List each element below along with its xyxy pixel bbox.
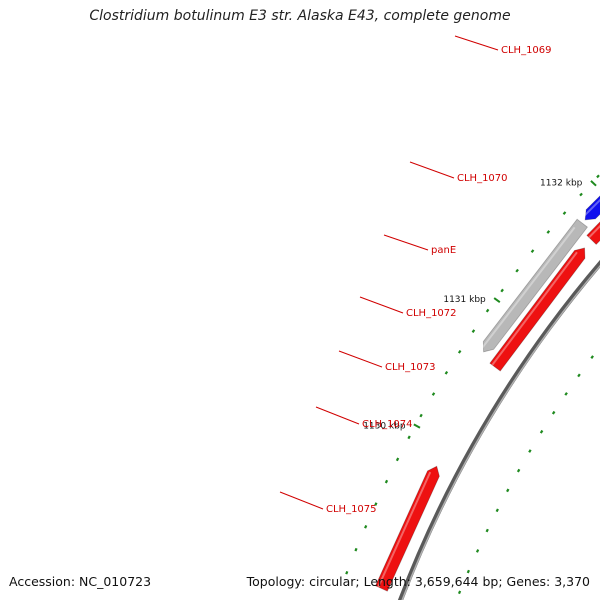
ruler-dot: [500, 288, 504, 293]
ruler-dot: [577, 373, 581, 378]
ruler-dot: [354, 547, 358, 552]
gene-arrow-clh-1070-highlight: [480, 226, 576, 351]
gene-label-leader: [409, 161, 455, 179]
ruler-dot: [485, 528, 489, 533]
gene-label-leader: [383, 234, 429, 251]
ruler-dot: [562, 211, 567, 215]
gene-labels: CLH_1069 CLH_1070 panE CLH_1072 CLH_1073 CLH_…: [279, 35, 552, 515]
backbone-arc: [397, 260, 600, 600]
kbp-label: 1130 kbp: [363, 421, 406, 431]
map-title: Clostridium botulinum E3 str. Alaska E43…: [89, 8, 511, 24]
gene-label-leader: [315, 406, 360, 425]
ruler-dot: [384, 479, 389, 484]
ruler-dot: [457, 590, 462, 595]
kbp-label: 1132 kbp: [540, 178, 583, 188]
kbp-tick: [413, 423, 421, 429]
ruler-dot: [345, 570, 349, 575]
gene-label: panE: [431, 245, 456, 256]
ruler-dot: [419, 413, 423, 418]
ruler-dot: [551, 410, 556, 415]
ruler-dot: [475, 549, 480, 553]
inner-ruler-dots: [457, 355, 594, 595]
ruler-dot: [590, 355, 594, 359]
ruler-dot: [395, 457, 400, 462]
gene-label: CLH_1073: [385, 362, 436, 373]
gene-arrow-pane-highlight: [581, 198, 600, 219]
forward-gene-arrow-highlight: [491, 251, 578, 366]
gene-arrow-pane: [584, 195, 600, 221]
ruler-dot: [485, 308, 490, 313]
gene-label: CLH_1069: [501, 45, 552, 56]
outer-ruler-dots: [345, 174, 600, 575]
ruler-dot: [407, 435, 411, 440]
forward-gene-arrow: [586, 221, 600, 245]
forward-gene-arrow: [489, 247, 586, 372]
forward-gene-arrow: [374, 465, 440, 592]
ruler-dot: [516, 468, 521, 473]
gene-label-leader: [359, 296, 404, 314]
ruler-dot: [515, 268, 519, 273]
ruler-dot: [364, 524, 368, 529]
ruler-dot: [374, 502, 378, 506]
ruler-dot: [528, 449, 532, 453]
gene-arrow-clh-1070: [482, 218, 588, 353]
gene-label-leader: [454, 35, 499, 51]
ruler-dot: [495, 508, 499, 513]
ruler-dot: [596, 174, 600, 179]
gene-label-leader: [338, 350, 383, 368]
ruler-dot: [539, 429, 544, 434]
ruler-dot: [471, 329, 476, 333]
ruler-dot: [530, 249, 535, 254]
ruler-dot: [466, 569, 470, 574]
topology-summary: Topology: circular; Length: 3,659,644 bp…: [246, 574, 590, 589]
ruler-dot: [457, 349, 462, 354]
accession-label: Accession: NC_010723: [9, 574, 152, 589]
kbp-tick: [493, 297, 501, 303]
kbp-tick: [590, 180, 597, 187]
gene-label: CLH_1070: [457, 173, 508, 184]
ruler-dot: [431, 392, 436, 396]
gene-features: [374, 195, 600, 592]
backbone-highlight: [401, 264, 600, 600]
gene-label: CLH_1074: [362, 419, 413, 430]
kbp-label: 1131 kbp: [443, 295, 486, 305]
gene-label: CLH_1072: [406, 308, 457, 319]
forward-gene-arrow-highlight: [377, 471, 432, 588]
genome-backbone: [397, 260, 600, 600]
gene-label-leader: [279, 491, 324, 510]
ruler-dot: [546, 230, 551, 234]
ruler-dot: [579, 192, 583, 197]
ruler-dot: [564, 392, 568, 396]
ruler-dot: [444, 370, 449, 375]
ruler-dot: [506, 488, 510, 493]
gene-label: CLH_1075: [326, 504, 377, 515]
